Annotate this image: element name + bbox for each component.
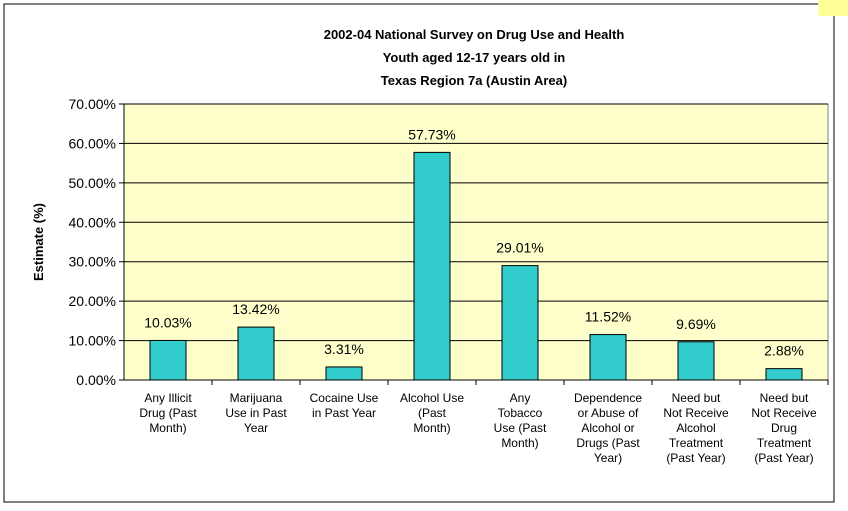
x-tick-label-line: Dependence xyxy=(574,391,642,405)
data-label: 3.31% xyxy=(324,341,364,357)
axes xyxy=(119,103,829,385)
y-tick-label: 10.00% xyxy=(69,333,116,349)
y-tick-label: 70.00% xyxy=(69,96,116,112)
x-tick-label-line: Year xyxy=(244,421,268,435)
x-tick-label: Alcohol Use (Past Month) xyxy=(400,391,464,435)
x-tick-label-line: Month) xyxy=(501,436,538,450)
plot-area xyxy=(123,103,829,381)
x-tick-label-line: Cocaine Use xyxy=(310,391,379,405)
bar xyxy=(765,368,803,381)
x-tick-label-line: or Abuse of xyxy=(578,406,639,420)
data-label: 29.01% xyxy=(496,240,543,256)
bar xyxy=(501,265,539,381)
x-tick-label: Dependence or Abuse of Alcohol or Drugs (Pa… xyxy=(574,391,642,465)
x-tick-label-line: Use (Past xyxy=(494,421,547,435)
x-tick-label-line: (Past Year) xyxy=(754,451,813,465)
x-tick-label-line: Drug xyxy=(771,421,797,435)
y-tick-label: 60.00% xyxy=(69,135,116,151)
x-tick-label-line: Need but xyxy=(672,391,721,405)
x-tick-labels: Any Illicit Drug (Past Month)Marijuana Use … xyxy=(139,391,817,465)
x-tick-label-line: Any xyxy=(510,391,531,405)
data-label: 11.52% xyxy=(585,309,631,325)
bar xyxy=(237,326,275,381)
x-tick-label-line: Month) xyxy=(149,421,186,435)
x-tick-label-line: Alcohol or xyxy=(581,421,634,435)
bar xyxy=(149,339,187,381)
y-tick-labels: 0.00% 10.00% 20.00% 30.00% 40.00% 50.00% 60.00… xyxy=(69,96,116,388)
x-tick-label-line: Drug (Past xyxy=(139,406,197,420)
y-axis-label: Estimate (%) xyxy=(31,203,46,281)
x-tick-label-line: Tobacco xyxy=(498,406,543,420)
x-tick-label: Marijuana Use in Past Year xyxy=(225,391,287,435)
bar xyxy=(325,366,363,381)
x-tick-label: Cocaine Use in Past Year xyxy=(310,391,379,420)
chart-title-line-1: 2002-04 National Survey on Drug Use and … xyxy=(324,27,625,42)
data-label: 9.69% xyxy=(676,316,716,332)
y-tick-label: 50.00% xyxy=(69,175,116,191)
x-tick-label-line: (Past xyxy=(418,406,447,420)
x-tick-label-line: Treatment xyxy=(757,436,812,450)
x-tick-label-line: Use in Past xyxy=(225,406,287,420)
x-tick-label: Any Tobacco Use (Past Month) xyxy=(494,391,547,450)
y-tick-label: 20.00% xyxy=(69,293,116,309)
data-label: 2.88% xyxy=(764,343,804,359)
x-tick-label-line: Year) xyxy=(594,451,622,465)
x-tick-label-line: (Past Year) xyxy=(666,451,725,465)
x-tick-label-line: Alcohol xyxy=(676,421,715,435)
data-label: 10.03% xyxy=(144,314,191,330)
x-tick-label-line: Marijuana xyxy=(230,391,283,405)
data-labels: 10.03% 13.42% 3.31% 57.73% 29.01% 11.52% 9.69%… xyxy=(144,126,804,358)
x-tick-label-line: Drugs (Past xyxy=(576,436,640,450)
y-tick-label: 30.00% xyxy=(69,254,116,270)
x-tick-label-line: Treatment xyxy=(669,436,724,450)
chart-title-line-2: Youth aged 12-17 years old in xyxy=(383,50,566,65)
bar xyxy=(589,334,627,381)
x-tick-label-line: Need but xyxy=(760,391,809,405)
x-tick-label-line: Not Receive xyxy=(751,406,817,420)
x-tick-label: Need but Not Receive Drug Treatment (Past Ye… xyxy=(751,391,817,465)
x-tick-label-line: Month) xyxy=(413,421,450,435)
bar xyxy=(677,341,715,381)
bar xyxy=(413,151,451,381)
data-label: 57.73% xyxy=(408,126,455,142)
x-tick-label-line: Any Illicit xyxy=(144,391,192,405)
y-tick-label: 0.00% xyxy=(76,372,116,388)
y-tick-label: 40.00% xyxy=(69,214,116,230)
x-tick-label: Any Illicit Drug (Past Month) xyxy=(139,391,197,435)
x-tick-label-line: Alcohol Use xyxy=(400,391,464,405)
data-label: 13.42% xyxy=(232,301,279,317)
x-tick-label-line: in Past Year xyxy=(312,406,376,420)
chart-title-line-3: Texas Region 7a (Austin Area) xyxy=(381,73,567,88)
x-tick-label: Need but Not Receive Alcohol Treatment (Past… xyxy=(663,391,729,465)
highlight-cell xyxy=(818,0,848,16)
x-tick-label-line: Not Receive xyxy=(663,406,729,420)
